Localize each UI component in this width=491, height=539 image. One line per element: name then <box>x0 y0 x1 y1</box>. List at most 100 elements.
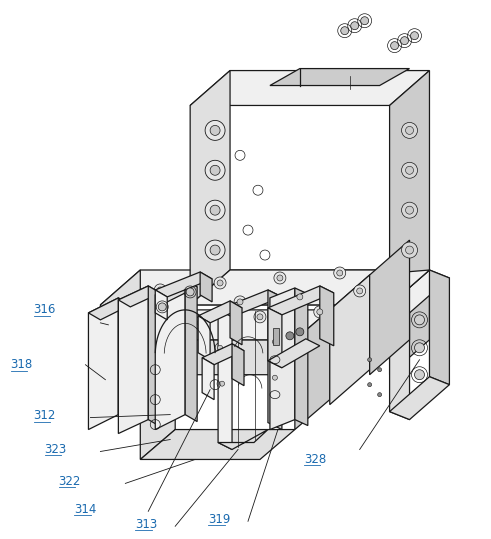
Polygon shape <box>155 280 185 430</box>
Circle shape <box>317 309 323 315</box>
Circle shape <box>154 284 166 296</box>
Text: 314: 314 <box>75 503 97 516</box>
Circle shape <box>368 358 372 362</box>
Polygon shape <box>101 270 140 375</box>
Circle shape <box>354 285 366 297</box>
Circle shape <box>205 120 225 140</box>
Polygon shape <box>320 286 334 346</box>
Polygon shape <box>389 270 449 313</box>
Circle shape <box>402 242 417 258</box>
Circle shape <box>270 372 280 383</box>
Polygon shape <box>200 272 212 302</box>
Polygon shape <box>148 286 160 426</box>
Polygon shape <box>232 344 244 386</box>
Polygon shape <box>88 298 118 430</box>
Polygon shape <box>118 298 130 421</box>
Circle shape <box>194 317 206 329</box>
Polygon shape <box>389 71 430 305</box>
Circle shape <box>163 353 168 357</box>
Circle shape <box>205 160 225 180</box>
Polygon shape <box>185 280 197 421</box>
Polygon shape <box>218 290 282 317</box>
Circle shape <box>210 126 220 135</box>
Polygon shape <box>389 305 409 419</box>
Polygon shape <box>218 430 268 450</box>
Polygon shape <box>101 340 389 375</box>
Circle shape <box>406 206 413 214</box>
Circle shape <box>163 385 173 395</box>
Polygon shape <box>430 270 449 385</box>
Circle shape <box>356 288 363 294</box>
Circle shape <box>378 368 382 372</box>
Circle shape <box>197 320 203 326</box>
Polygon shape <box>268 290 282 430</box>
Circle shape <box>217 280 223 286</box>
Circle shape <box>414 370 425 379</box>
Circle shape <box>314 306 326 318</box>
Circle shape <box>414 315 425 325</box>
Circle shape <box>186 288 194 296</box>
Polygon shape <box>118 286 160 307</box>
Polygon shape <box>389 377 449 419</box>
Circle shape <box>270 337 280 347</box>
Circle shape <box>166 387 171 392</box>
Circle shape <box>294 291 306 303</box>
Circle shape <box>214 277 226 289</box>
Circle shape <box>410 32 418 40</box>
Polygon shape <box>270 288 295 430</box>
Polygon shape <box>190 71 230 305</box>
Circle shape <box>158 303 166 311</box>
Polygon shape <box>218 310 232 450</box>
Polygon shape <box>101 270 430 305</box>
Circle shape <box>210 165 220 175</box>
Circle shape <box>351 22 359 30</box>
Polygon shape <box>268 286 334 315</box>
Text: 318: 318 <box>11 358 33 371</box>
Polygon shape <box>273 328 279 345</box>
Circle shape <box>273 340 277 344</box>
Circle shape <box>406 127 413 134</box>
Circle shape <box>215 343 225 353</box>
Polygon shape <box>295 288 308 426</box>
Polygon shape <box>140 310 330 340</box>
Circle shape <box>406 167 413 174</box>
Polygon shape <box>155 290 167 320</box>
Polygon shape <box>268 339 320 368</box>
Text: 323: 323 <box>45 443 67 456</box>
Polygon shape <box>190 71 430 106</box>
Circle shape <box>402 202 417 218</box>
Polygon shape <box>118 286 148 433</box>
Circle shape <box>257 314 263 320</box>
Polygon shape <box>202 358 214 399</box>
Circle shape <box>390 42 399 50</box>
Circle shape <box>219 381 224 386</box>
Polygon shape <box>268 308 282 368</box>
Text: 328: 328 <box>304 453 326 466</box>
Circle shape <box>177 305 183 311</box>
Polygon shape <box>295 310 330 430</box>
Circle shape <box>368 383 372 386</box>
Circle shape <box>234 296 246 308</box>
Circle shape <box>334 267 346 279</box>
Circle shape <box>414 343 425 353</box>
Circle shape <box>210 205 220 215</box>
Circle shape <box>341 27 349 34</box>
Polygon shape <box>155 280 197 302</box>
Polygon shape <box>202 344 244 365</box>
Circle shape <box>274 272 286 284</box>
Polygon shape <box>155 272 212 297</box>
Circle shape <box>406 246 413 254</box>
Text: 313: 313 <box>136 518 158 531</box>
Circle shape <box>218 345 222 350</box>
Polygon shape <box>198 301 242 323</box>
Circle shape <box>402 122 417 139</box>
Circle shape <box>378 392 382 397</box>
Text: 316: 316 <box>33 303 56 316</box>
Circle shape <box>174 302 186 314</box>
Polygon shape <box>230 301 242 345</box>
Circle shape <box>361 17 369 25</box>
Polygon shape <box>140 310 175 459</box>
Polygon shape <box>270 68 409 86</box>
Polygon shape <box>140 430 295 459</box>
Circle shape <box>254 311 266 323</box>
